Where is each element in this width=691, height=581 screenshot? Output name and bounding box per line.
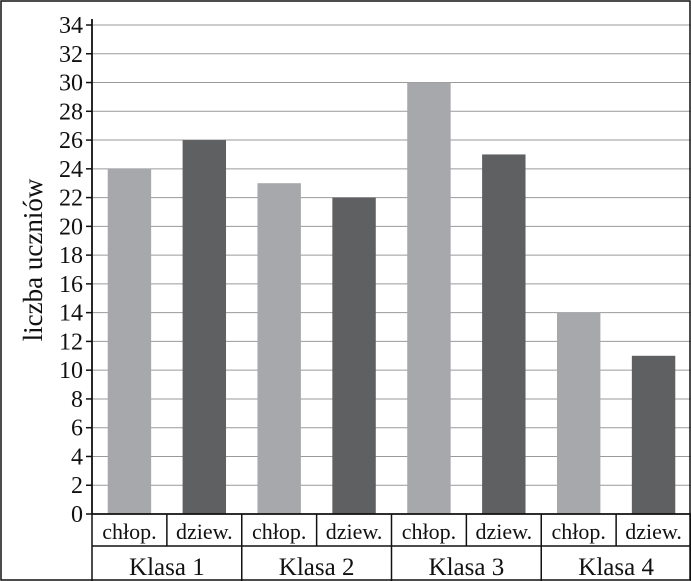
group-label-1: Klasa 1 [129,554,205,581]
bar-klasa-1-chlop [107,168,152,514]
y-tick-label-2: 2 [71,473,83,499]
bar-klasa-3-dziew [482,154,526,515]
y-tick-label-12: 12 [59,329,83,355]
y-tick-label-32: 32 [59,42,83,68]
y-tick-label-34: 34 [59,13,83,39]
bar-klasa-3-chlop [407,82,451,514]
y-tick-label-30: 30 [59,71,83,97]
y-tick-label-6: 6 [71,416,83,442]
subcategory-label: chłop. [252,519,306,544]
y-tick-label-28: 28 [59,99,83,125]
bar-klasa-4-dziew [631,355,676,514]
y-tick-label-8: 8 [71,387,83,413]
y-tick-label-20: 20 [59,214,83,240]
bar-klasa-4-chlop [556,312,601,514]
group-label-3: Klasa 3 [429,554,505,581]
group-label-2: Klasa 2 [279,554,355,581]
subcategory-label: chłop. [551,519,605,544]
y-tick-label-0: 0 [71,502,83,528]
subcategory-label: dziew. [476,519,533,544]
y-tick-label-14: 14 [59,301,83,327]
subcategory-label: dziew. [326,519,383,544]
bar-klasa-2-chlop [257,183,301,515]
bar-klasa-1-dziew [182,140,227,514]
bars [107,82,676,515]
grid-lines [92,24,691,486]
category-labels: chłop. dziew. Klasa 1 chłop. dziew. Klasa 2 ch… [102,519,682,581]
y-tick-label-16: 16 [59,272,83,298]
y-tick-label-4: 4 [71,444,83,470]
y-tick-label-24: 24 [59,157,83,183]
subcategory-label: dziew. [176,519,233,544]
y-tick-label-26: 26 [59,128,83,154]
group-label-4: Klasa 4 [578,554,654,581]
y-tick-label-22: 22 [59,186,83,212]
subcategory-label: chłop. [402,519,456,544]
y-axis-label: liczba uczniów [18,178,48,341]
subcategory-label: chłop. [102,519,156,544]
y-tick-label-18: 18 [59,243,83,269]
bar-klasa-2-dziew [332,197,376,514]
subcategory-label: dziew. [625,519,682,544]
y-tick-label-10: 10 [59,358,83,384]
